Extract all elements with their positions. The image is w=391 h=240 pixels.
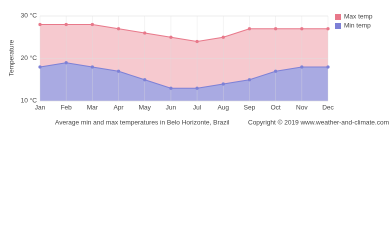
point xyxy=(300,27,304,31)
point xyxy=(326,27,330,31)
copyright: Copyright © 2019 www.weather-and-climate… xyxy=(248,119,389,127)
x-tick-label: Jun xyxy=(166,105,177,112)
point xyxy=(169,86,173,90)
point xyxy=(116,27,121,31)
legend-swatch xyxy=(335,14,341,20)
area xyxy=(40,62,328,101)
legend-label: Min temp xyxy=(344,23,371,30)
point xyxy=(90,65,94,69)
point xyxy=(221,82,225,86)
point xyxy=(64,61,68,65)
legend-label: Max temp xyxy=(344,14,373,21)
x-tick-label: Sep xyxy=(244,105,256,112)
x-tick-label: Nov xyxy=(296,105,308,112)
caption: Average min and max temperatures in Belo… xyxy=(55,120,230,127)
line xyxy=(39,62,328,89)
x-tick-label: Jan xyxy=(35,105,46,112)
x-tick-label: May xyxy=(139,105,152,112)
point xyxy=(195,39,199,44)
x-tick-label: Jul xyxy=(193,105,202,112)
legend-swatch xyxy=(335,23,341,29)
point xyxy=(221,35,225,39)
point xyxy=(116,69,121,73)
y-axis-label: Temperature xyxy=(9,39,16,76)
chart: Temperature Average min and max temperat… xyxy=(9,12,389,127)
point xyxy=(38,65,42,69)
line xyxy=(40,24,328,43)
y-tick-label: 30 °C xyxy=(21,12,38,20)
point xyxy=(300,65,304,69)
x-tick-label: Oct xyxy=(271,105,281,112)
point xyxy=(64,22,68,27)
point xyxy=(143,31,147,35)
point xyxy=(169,35,173,39)
x-tick-label: Mar xyxy=(87,105,99,112)
point xyxy=(195,86,199,90)
point xyxy=(247,78,252,82)
y-tick-label: 20 °C xyxy=(21,54,38,62)
point xyxy=(326,65,330,69)
point xyxy=(38,22,42,27)
x-tick-label: Dec xyxy=(322,105,334,112)
y-tick-label: 10 °C xyxy=(21,97,38,105)
point xyxy=(143,78,147,82)
point xyxy=(247,27,252,31)
x-tick-label: Apr xyxy=(113,105,124,112)
x-tick-label: Feb xyxy=(61,105,73,112)
point xyxy=(90,22,94,27)
x-tick-label: Aug xyxy=(217,105,229,112)
point xyxy=(274,69,278,73)
point xyxy=(274,27,278,31)
